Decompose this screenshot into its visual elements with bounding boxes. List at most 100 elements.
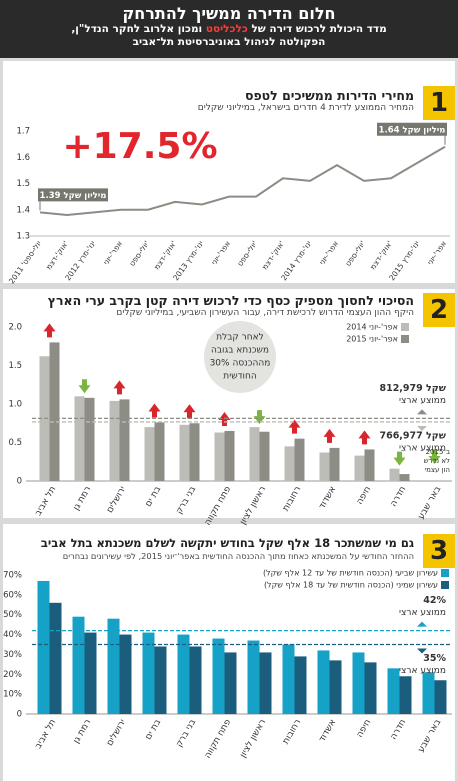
bar <box>154 646 167 714</box>
bar <box>354 455 365 481</box>
bar <box>224 652 237 714</box>
line <box>39 145 446 217</box>
bar <box>259 652 272 714</box>
bar <box>189 423 200 481</box>
x-tick-label: אוק'-דצמ' <box>152 239 178 271</box>
chart-subtitle: המחיר הממוצע לדירת 4 חדרים בישראל, במילי… <box>197 103 414 113</box>
bar <box>247 640 260 714</box>
callout-text: 30% מההכנסה <box>210 359 271 369</box>
reference-marker <box>417 621 427 627</box>
x-tick-label: יולי-ספט' <box>235 239 259 268</box>
y-tick-label: 60% <box>3 590 22 600</box>
x-tick-label: יולי-ספט' <box>127 239 151 268</box>
reference-marker <box>417 409 427 415</box>
trend-arrow <box>393 451 406 466</box>
x-tick-label: רחובות <box>281 485 303 513</box>
trend-arrow <box>183 404 196 419</box>
y-tick-label: 50% <box>3 610 22 620</box>
bar <box>109 400 120 481</box>
bar <box>84 632 97 714</box>
legend-label: אפר'-יוני 2014 <box>346 323 398 332</box>
x-tick-label: אוק'-דצמ' <box>44 239 70 271</box>
bar <box>317 650 330 714</box>
chart-title: הסיכוי לחסוך מספיק כסף כדי לרכוש דירה קט… <box>47 293 414 308</box>
y-tick-label: 70% <box>3 571 22 581</box>
bar <box>72 616 85 714</box>
reference-marker <box>417 648 427 654</box>
x-tick-label: פתח תקווה <box>203 717 234 760</box>
bar <box>352 652 365 714</box>
y-tick-label: 30% <box>3 650 22 660</box>
chart-subtitle: ההחזר החודשי על המשכנתא כאחוז מתוך ההכנס… <box>62 551 414 561</box>
bar <box>49 342 60 481</box>
bar <box>119 634 132 714</box>
chart-subtitle: היקף ההון העצמי הדרוש לרכישת דירה, עבור … <box>116 308 414 318</box>
x-tick-label: אפר'-יוני <box>209 239 232 266</box>
x-tick-label: ירושלים <box>105 718 128 748</box>
legend-label: אפר'-יוני 2015 <box>346 335 398 344</box>
x-tick-label: פתח תקווה <box>203 484 234 527</box>
reference-note: ממוצע ארצי <box>399 666 446 676</box>
subtitle-text: מדד היכולת לרכוש דירה של <box>251 23 387 35</box>
bar <box>37 580 50 714</box>
chart-title: גם מי שמשתכר 18 אלף שקל בחודש יתקשה לשלם… <box>40 536 414 550</box>
value-label: 1.64 מיליון שקל <box>379 125 446 135</box>
header-subtitle: מדד היכולת לרכוש דירה של כלכליסט ומכון א… <box>0 23 458 36</box>
y-tick-label: 0.5 <box>8 438 22 448</box>
x-tick-label: תל אביב <box>33 485 58 518</box>
header: חלום הדירה ממשיך להתרחק מדד היכולת לרכוש… <box>0 0 458 58</box>
x-tick-label: חדרה <box>389 485 409 509</box>
bar <box>294 656 307 714</box>
bar <box>329 660 342 714</box>
y-tick-label: 20% <box>3 670 22 680</box>
bar <box>154 422 165 481</box>
panel-number: 1 <box>423 86 455 120</box>
x-tick-label: אוק'-דצמ' <box>368 239 394 271</box>
x-tick-label: חיפה <box>355 485 373 507</box>
x-tick-label: אשדוד <box>317 718 338 744</box>
legend-swatch <box>441 581 449 589</box>
bar <box>49 602 62 714</box>
value-label-box <box>377 122 447 136</box>
x-tick-label: בני ברק <box>174 718 198 749</box>
reference-label: 35% <box>423 653 446 664</box>
panel-number: 3 <box>423 534 455 568</box>
legend-swatch <box>401 323 409 331</box>
bar <box>364 662 377 714</box>
y-tick-label: 10% <box>3 690 22 700</box>
note: ב־2015 <box>426 448 450 456</box>
callout-text: משכנתא בגובה <box>211 346 269 356</box>
bar <box>282 644 295 714</box>
x-tick-label: אפר'-יוני <box>425 239 448 266</box>
bar <box>119 399 130 481</box>
x-tick-label: יולי-ספט' <box>343 239 367 268</box>
panel <box>3 61 455 283</box>
trend-arrow <box>358 430 371 445</box>
callout-text: החודשית <box>223 372 257 382</box>
bar <box>294 438 305 481</box>
y-tick-label: 40% <box>3 630 22 640</box>
y-tick-label: 1.5 <box>8 361 22 371</box>
x-tick-label: חדרה <box>389 718 409 742</box>
x-tick-label: בת ים <box>144 718 164 742</box>
bar <box>387 668 400 714</box>
bar <box>319 452 330 481</box>
bar <box>107 618 120 714</box>
trend-arrow <box>323 428 336 443</box>
trend-arrow <box>288 419 301 434</box>
x-tick-label: באר שבע <box>416 485 443 522</box>
trend-arrow <box>148 403 161 418</box>
x-tick-label: ראשון לציון <box>238 718 268 760</box>
annotation: +17.5% <box>62 126 217 167</box>
callout-bubble <box>204 321 276 393</box>
chart-title: מחירי הדירות ממשיכים לטפס <box>244 88 414 103</box>
subtitle-text: ומכון אלרוב לחקר הנדל"ן, <box>71 23 203 35</box>
bar <box>189 646 202 714</box>
x-tick-label: רחובות <box>281 718 303 746</box>
bar <box>422 672 435 714</box>
note: הון עצמי <box>425 466 450 474</box>
trend-arrow <box>428 450 441 464</box>
y-tick-label: 1.4 <box>16 205 30 215</box>
bar <box>179 424 190 481</box>
bar <box>249 427 260 481</box>
